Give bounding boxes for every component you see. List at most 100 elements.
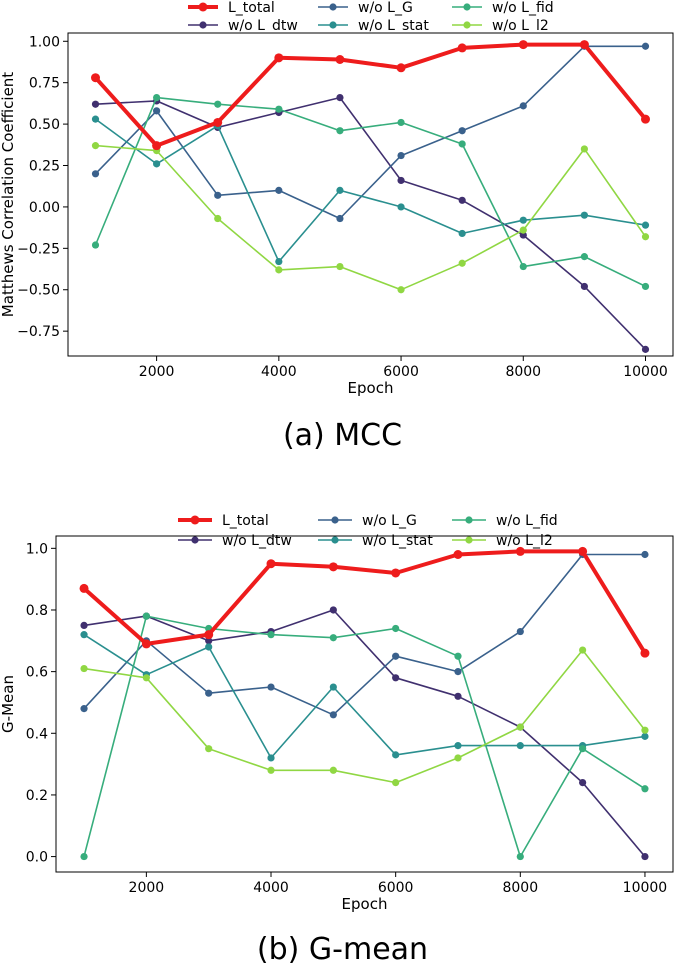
y-tick-label: −0.25 — [17, 241, 60, 257]
y-tick-label: 0.2 — [26, 788, 48, 804]
data-point — [516, 627, 524, 636]
gmean-chart: 2000 4000 6000 8000 10000 0.0 0.2 0.4 0.6 0.8 1.0 E… — [0, 513, 674, 913]
data-point — [267, 683, 275, 691]
data-point — [641, 233, 650, 241]
data-point — [275, 266, 283, 274]
data-point — [329, 606, 337, 614]
legend-label: w/o L_fid — [492, 0, 554, 16]
data-point — [335, 55, 345, 65]
legend-marker — [331, 536, 339, 544]
legend-marker — [463, 21, 471, 29]
data-point — [641, 785, 649, 793]
data-point — [329, 634, 337, 642]
data-point — [80, 664, 88, 673]
data-point — [458, 229, 466, 238]
data-point — [80, 705, 88, 713]
legend-marker — [199, 21, 207, 29]
data-point — [266, 559, 276, 569]
data-point — [454, 668, 462, 676]
x-tick-label: 2000 — [139, 364, 175, 380]
data-point — [453, 549, 463, 559]
legend-label: w/o L_dtw — [228, 18, 298, 34]
data-point — [214, 100, 222, 108]
series-line-l-total — [94, 42, 648, 148]
x-axis-label: Epoch — [342, 895, 388, 913]
data-point — [80, 852, 88, 861]
data-point — [641, 732, 649, 740]
data-point — [397, 118, 405, 127]
x-tick-label: 4000 — [253, 880, 289, 896]
data-point — [454, 652, 462, 660]
y-tick-label: 0.00 — [29, 200, 60, 216]
data-point — [458, 127, 466, 135]
data-point — [580, 211, 588, 219]
data-point — [214, 214, 222, 223]
y-axis-label: G-Mean — [0, 675, 17, 733]
x-tick-label: 10000 — [623, 364, 668, 380]
data-point — [397, 151, 405, 160]
data-point — [79, 583, 89, 593]
y-tick-label: 0.4 — [26, 726, 48, 742]
axes-frame — [55, 535, 674, 873]
y-tick-label: 0.75 — [29, 76, 60, 92]
x-tick-label: 8000 — [502, 880, 538, 896]
data-point — [80, 621, 88, 629]
data-point — [580, 282, 588, 291]
legend-label: w/o L_G — [362, 513, 417, 529]
mcc-caption: (a) MCC — [282, 418, 403, 453]
y-tick-label: 0.0 — [26, 850, 48, 866]
data-point — [519, 262, 527, 271]
y-tick-label: 0.50 — [29, 117, 60, 133]
data-point — [515, 546, 525, 556]
legend-label: w/o L_G — [358, 0, 413, 16]
x-tick-label: 6000 — [378, 880, 414, 896]
data-point — [336, 94, 344, 102]
series-line-l-total — [82, 549, 647, 655]
y-tick-label: −0.75 — [17, 324, 60, 340]
legend-label: w/o L_dtw — [222, 533, 292, 549]
data-point — [391, 568, 401, 578]
data-point — [458, 259, 466, 267]
data-point — [336, 127, 344, 135]
data-point — [153, 160, 161, 168]
data-point — [213, 117, 223, 127]
y-tick-label: 1.0 — [26, 541, 48, 557]
x-tick-label: 10000 — [623, 880, 668, 896]
data-point — [141, 639, 151, 649]
data-point — [336, 262, 344, 271]
data-point — [152, 141, 162, 151]
data-point — [454, 754, 462, 762]
legend-label: w/o L_fid — [496, 513, 558, 529]
data-point — [519, 216, 527, 224]
data-point — [641, 42, 650, 50]
data-point — [392, 779, 400, 787]
data-point — [579, 646, 587, 654]
data-point — [274, 53, 284, 63]
data-point — [336, 186, 344, 194]
data-point — [641, 282, 650, 291]
data-point — [397, 203, 405, 211]
data-point — [458, 140, 466, 148]
data-point — [275, 186, 283, 194]
legend-marker — [190, 515, 200, 525]
data-point — [153, 107, 161, 115]
x-tick-label: 6000 — [383, 364, 419, 380]
series-line-w-o-l-g — [94, 45, 646, 220]
data-point — [91, 100, 100, 108]
legend-marker — [329, 21, 337, 29]
legend-label: w/o L_l2 — [492, 18, 549, 34]
data-point — [267, 766, 275, 774]
series-line-w-o-l-stat — [95, 118, 646, 263]
data-point — [516, 723, 524, 731]
data-point — [336, 214, 344, 223]
data-point — [142, 674, 150, 682]
legend-marker — [463, 3, 471, 11]
series-line-w-o-l-stat — [83, 633, 646, 759]
data-point — [516, 742, 524, 750]
data-point — [641, 345, 650, 353]
data-point — [454, 692, 462, 700]
data-point — [579, 40, 589, 50]
legend-marker — [331, 516, 339, 524]
y-tick-label: 0.8 — [26, 603, 48, 619]
data-point — [392, 624, 400, 633]
